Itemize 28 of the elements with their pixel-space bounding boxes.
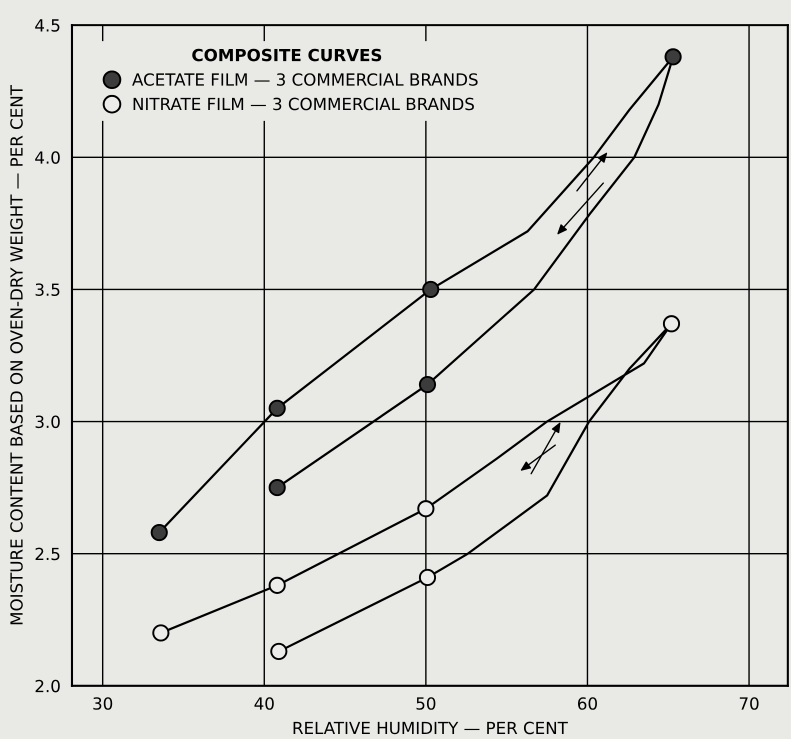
y-tick-label: 4.5 (35, 19, 60, 32)
point (152, 624, 170, 642)
legend-label: ACETATE FILM — 3 COMMERCIAL BRANDS (132, 73, 478, 86)
point (418, 568, 436, 586)
point (418, 376, 436, 394)
point (417, 500, 434, 518)
point (422, 280, 440, 298)
point (150, 524, 168, 542)
y-tick-label: 3.5 (36, 283, 60, 296)
point (664, 48, 682, 66)
legend-title: COMPOSITE CURVES (192, 48, 382, 62)
y-tick-label: 3.0 (36, 415, 60, 428)
x-tick-label: 60 (578, 697, 597, 710)
y-tick-label: 2.5 (36, 548, 60, 560)
point (662, 315, 680, 332)
point (268, 576, 286, 594)
point (268, 479, 286, 496)
point (270, 642, 288, 660)
x-tick-label: 40 (254, 697, 274, 710)
legend-label: NITRATE FILM — 3 COMMERCIAL BRANDS (134, 98, 474, 110)
y-axis-title: MOISTURE CONTENT BASED ON OVEN-DRY WEIGHT — PER CENT (10, 85, 23, 624)
x-tick-label: 50 (416, 697, 436, 710)
x-axis-title: RELATIVE HUMIDITY — PER CENT (294, 722, 568, 734)
x-tick-label: 70 (740, 697, 759, 710)
y-tick-label: 4.0 (35, 151, 60, 164)
y-tick-label: 2.0 (36, 680, 60, 692)
x-tick-label: 30 (93, 697, 112, 710)
point (268, 400, 286, 417)
